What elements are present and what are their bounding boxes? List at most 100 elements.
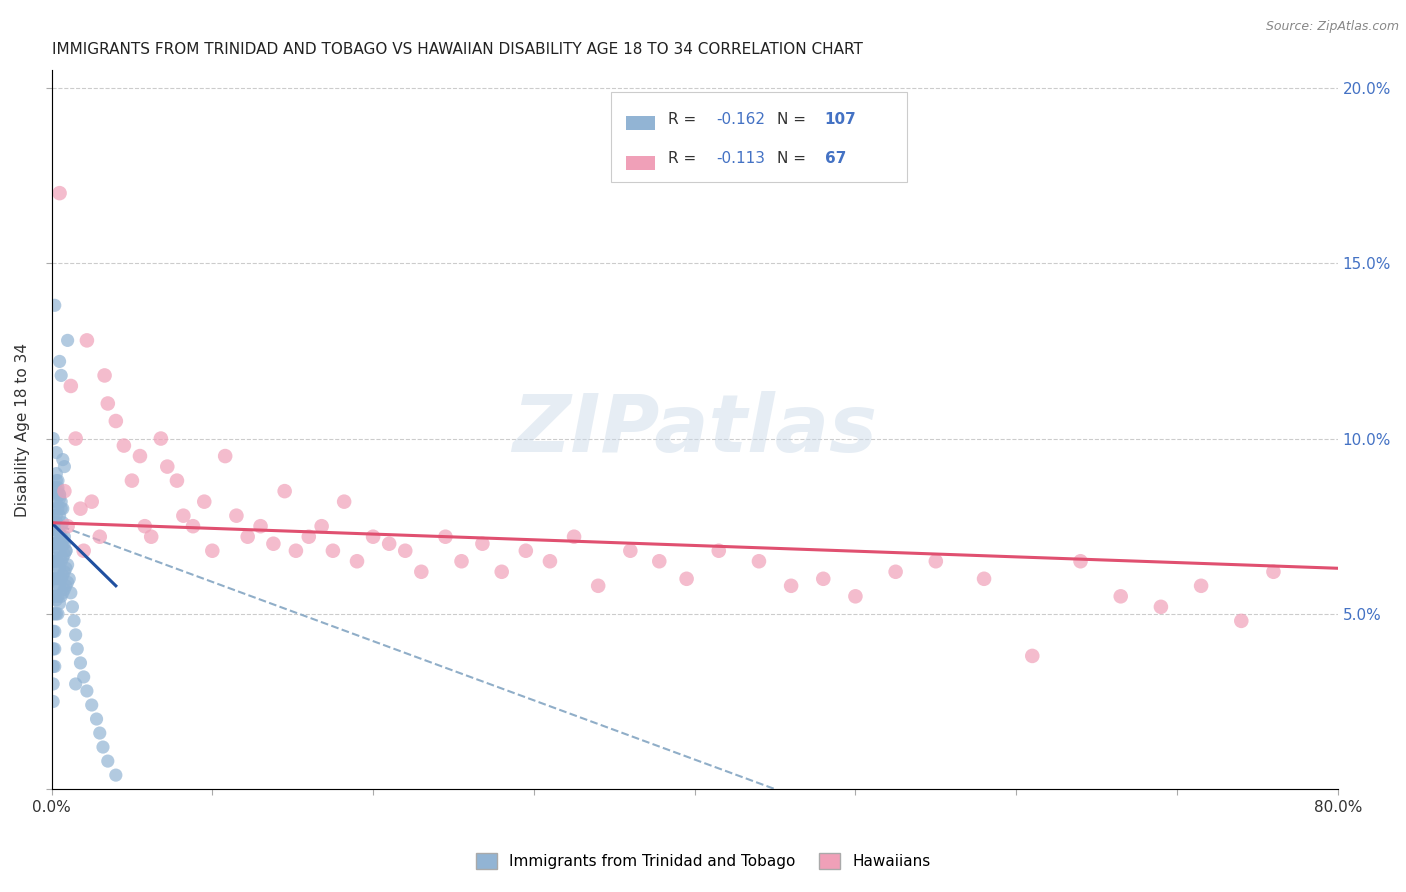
Point <box>46 530 69 544</box>
Point <box>63 614 86 628</box>
Point <box>249 519 271 533</box>
Point <box>166 474 188 488</box>
Point <box>42 590 65 604</box>
Text: N =: N = <box>778 151 811 166</box>
Point <box>51 554 73 568</box>
Point <box>52 516 75 530</box>
Point <box>56 334 79 348</box>
Point <box>44 481 66 495</box>
Point <box>80 494 103 508</box>
Point <box>42 537 65 551</box>
Point <box>52 501 75 516</box>
Point <box>48 488 70 502</box>
Point <box>45 494 67 508</box>
Point <box>333 494 356 508</box>
Point <box>66 641 89 656</box>
Point <box>562 530 585 544</box>
Point <box>53 547 76 561</box>
Point <box>51 590 73 604</box>
Point <box>973 572 995 586</box>
Point <box>59 586 82 600</box>
Point <box>48 596 70 610</box>
Text: 107: 107 <box>824 112 856 127</box>
Point <box>52 550 75 565</box>
Point <box>311 519 333 533</box>
Point <box>51 494 73 508</box>
Point <box>619 543 641 558</box>
Point <box>76 334 98 348</box>
Point <box>42 677 65 691</box>
Point <box>48 526 70 541</box>
Y-axis label: Disability Age 18 to 34: Disability Age 18 to 34 <box>15 343 30 516</box>
Point <box>45 607 67 621</box>
Point <box>45 550 67 565</box>
Point <box>491 565 513 579</box>
Point <box>53 565 76 579</box>
Point <box>121 474 143 488</box>
Point <box>538 554 561 568</box>
FancyBboxPatch shape <box>612 92 907 182</box>
Point <box>586 579 609 593</box>
Point <box>56 558 79 572</box>
Point <box>1021 648 1043 663</box>
Point <box>450 554 472 568</box>
Point <box>844 590 866 604</box>
Point <box>201 543 224 558</box>
Point <box>46 572 69 586</box>
Point <box>44 537 66 551</box>
Point <box>55 579 77 593</box>
Text: N =: N = <box>778 112 811 127</box>
Point <box>48 488 70 502</box>
Point <box>59 379 82 393</box>
Point <box>46 481 69 495</box>
Point <box>76 684 98 698</box>
Point <box>65 677 87 691</box>
FancyBboxPatch shape <box>627 156 655 170</box>
Point <box>45 445 67 459</box>
Point <box>52 452 75 467</box>
Text: R =: R = <box>668 151 700 166</box>
Point <box>44 501 66 516</box>
Point <box>48 186 70 201</box>
Text: -0.113: -0.113 <box>717 151 765 166</box>
Point <box>45 516 67 530</box>
Point <box>104 768 127 782</box>
Point <box>69 501 91 516</box>
Point <box>55 561 77 575</box>
Point <box>1109 590 1132 604</box>
Point <box>51 368 73 383</box>
Point <box>156 459 179 474</box>
Point <box>62 599 84 614</box>
Point <box>236 530 259 544</box>
Point <box>56 519 79 533</box>
Point <box>51 530 73 544</box>
Point <box>73 670 96 684</box>
Point <box>42 432 65 446</box>
Point <box>44 590 66 604</box>
Point <box>172 508 194 523</box>
Point <box>55 543 77 558</box>
Point <box>1150 599 1173 614</box>
Text: Source: ZipAtlas.com: Source: ZipAtlas.com <box>1265 20 1399 33</box>
Point <box>45 579 67 593</box>
Point <box>225 508 247 523</box>
Point <box>925 554 948 568</box>
Point <box>46 554 69 568</box>
Point <box>44 572 66 586</box>
Point <box>45 537 67 551</box>
FancyBboxPatch shape <box>627 116 655 130</box>
Point <box>91 740 114 755</box>
Point <box>56 575 79 590</box>
Text: 67: 67 <box>824 151 846 166</box>
Point <box>93 368 115 383</box>
Point <box>46 474 69 488</box>
Point <box>44 624 66 639</box>
Point <box>884 565 907 579</box>
Point <box>149 432 172 446</box>
Point <box>46 590 69 604</box>
Point <box>112 439 135 453</box>
Point <box>748 554 770 568</box>
Point <box>42 624 65 639</box>
Point <box>42 572 65 586</box>
Point <box>58 572 80 586</box>
